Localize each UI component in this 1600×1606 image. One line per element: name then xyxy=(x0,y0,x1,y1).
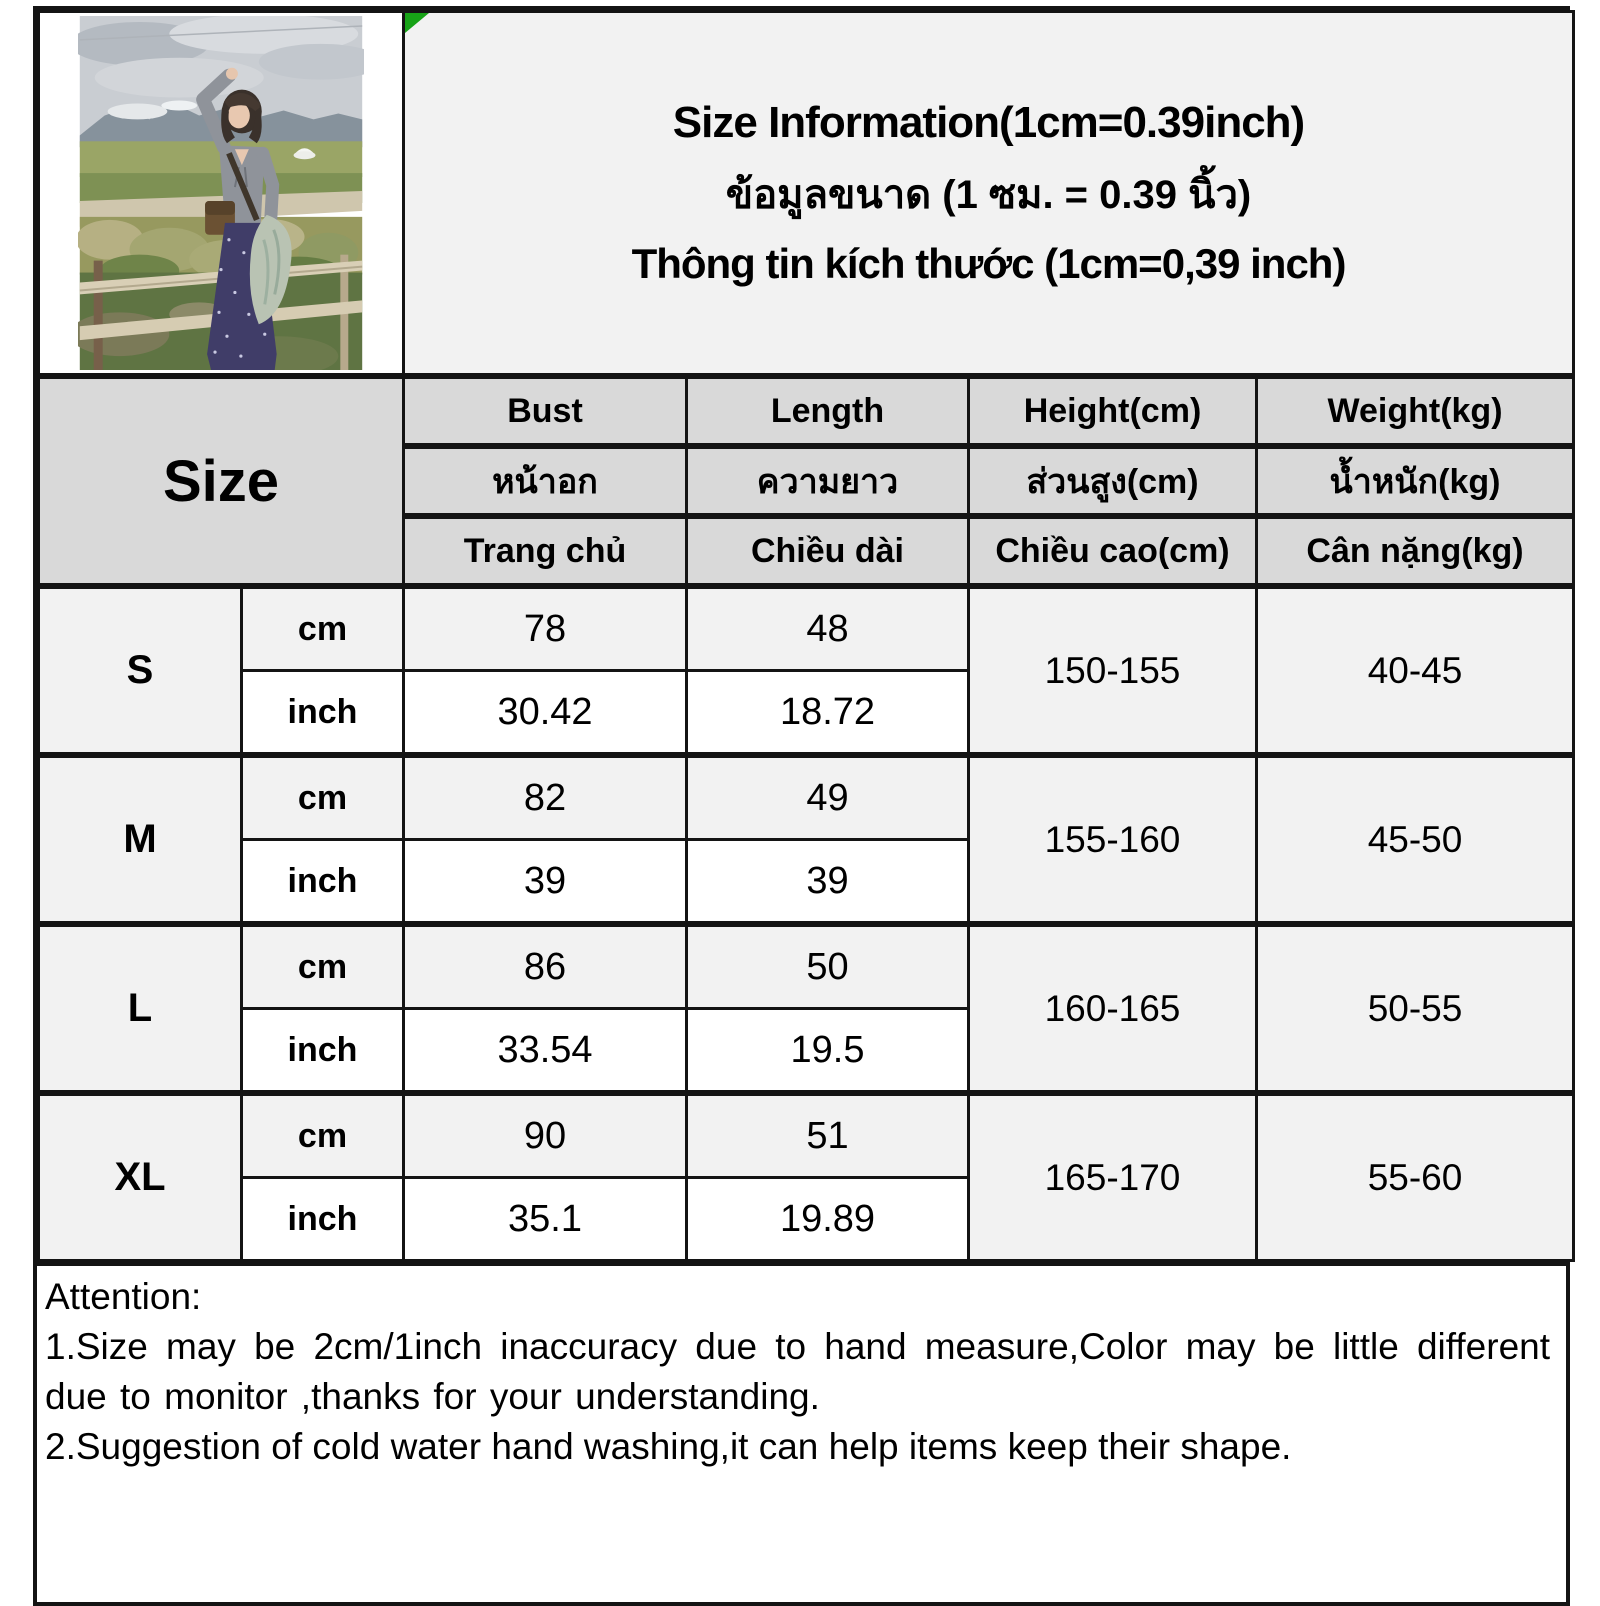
size-info-title-en: Size Information(1cm=0.39inch) xyxy=(672,98,1305,147)
height-range: 150-155 xyxy=(967,583,1258,757)
height-range: 155-160 xyxy=(967,752,1258,926)
unit-label-inch: inch xyxy=(240,1007,405,1095)
title-cell: Size Information(1cm=0.39inch) ข้อมูลขนา… xyxy=(401,10,1576,378)
bust-inch-value: 30.42 xyxy=(402,669,688,757)
table-row: inch 39 39 xyxy=(39,838,1574,926)
size-label: L xyxy=(37,921,243,1095)
table-row: M cm 82 49 155-160 45-50 xyxy=(37,752,1576,926)
col-header-bust-en: Bust xyxy=(402,373,688,448)
length-cm-value: 49 xyxy=(685,752,970,841)
col-header-bust-vi: Trang chủ xyxy=(402,513,688,588)
bust-inch-value: 35.1 xyxy=(402,1176,688,1262)
size-chart-sheet: Size Information(1cm=0.39inch) ข้อมูลขนา… xyxy=(33,6,1576,1606)
weight-range: 55-60 xyxy=(1254,1090,1576,1262)
col-header-length-en: Length xyxy=(685,373,970,448)
table-row: inch 30.42 18.72 xyxy=(39,669,1574,757)
col-header-height-en: Height(cm) xyxy=(967,373,1258,448)
size-label: XL xyxy=(37,1090,243,1262)
bust-cm-value: 90 xyxy=(402,1090,688,1179)
unit-label-cm: cm xyxy=(240,752,405,841)
bust-cm-value: 78 xyxy=(402,583,688,672)
bust-inch-value: 39 xyxy=(402,838,688,926)
length-inch-value: 18.72 xyxy=(685,669,970,757)
unit-label-cm: cm xyxy=(240,921,405,1010)
col-header-weight-th: น้ำหนัก(kg) xyxy=(1254,443,1576,518)
model-photo xyxy=(78,16,364,370)
height-range: 165-170 xyxy=(967,1090,1258,1262)
table-row: L cm 86 50 160-165 50-55 xyxy=(37,921,1576,1095)
table-row: S cm 78 48 150-155 40-45 xyxy=(37,583,1576,757)
attention-title: Attention: xyxy=(45,1276,202,1317)
comment-marker-icon xyxy=(406,14,429,33)
size-label: M xyxy=(37,752,243,926)
col-header-weight-vi: Cân nặng(kg) xyxy=(1254,513,1576,588)
unit-label-inch: inch xyxy=(240,669,405,757)
unit-label-cm: cm xyxy=(240,583,405,672)
col-header-height-vi: Chiều cao(cm) xyxy=(967,513,1258,588)
table-row: inch 35.1 19.89 xyxy=(39,1176,1574,1262)
length-inch-value: 19.5 xyxy=(685,1007,970,1095)
unit-label-inch: inch xyxy=(240,1176,405,1262)
size-label: S xyxy=(37,583,243,757)
attention-note-2: 2.Suggestion of cold water hand washing,… xyxy=(45,1426,1292,1467)
height-range: 160-165 xyxy=(967,921,1258,1095)
length-cm-value: 50 xyxy=(685,921,970,1010)
bust-inch-value: 33.54 xyxy=(402,1007,688,1095)
size-table: Size Information(1cm=0.39inch) ข้อมูลขนา… xyxy=(37,10,1576,1262)
unit-label-inch: inch xyxy=(240,838,405,926)
col-header-length-th: ความยาว xyxy=(685,443,970,518)
product-photo-cell xyxy=(37,10,405,378)
col-header-height-th: ส่วนสูง(cm) xyxy=(967,443,1258,518)
bust-cm-value: 86 xyxy=(402,921,688,1010)
length-cm-value: 51 xyxy=(685,1090,970,1179)
weight-range: 50-55 xyxy=(1254,921,1576,1095)
length-inch-value: 39 xyxy=(685,838,970,926)
bust-cm-value: 82 xyxy=(402,752,688,841)
unit-label-cm: cm xyxy=(240,1090,405,1179)
table-row: XL cm 90 51 165-170 55-60 xyxy=(37,1090,1576,1262)
length-cm-value: 48 xyxy=(685,583,970,672)
size-info-title-vi: Thông tin kích thước (1cm=0,39 inch) xyxy=(631,240,1347,287)
weight-range: 40-45 xyxy=(1254,583,1576,757)
col-header-length-vi: Chiều dài xyxy=(685,513,970,588)
table-row: inch 33.54 19.5 xyxy=(39,1007,1574,1095)
attention-note-1: 1.Size may be 2cm/1inch inaccuracy due t… xyxy=(45,1326,1550,1417)
attention-section: Attention: 1.Size may be 2cm/1inch inacc… xyxy=(37,1262,1566,1602)
size-column-header: Size xyxy=(37,373,405,588)
weight-range: 45-50 xyxy=(1254,752,1576,926)
size-info-title-th: ข้อมูลขนาด (1 ซม. = 0.39 นิ้ว) xyxy=(725,173,1252,217)
col-header-weight-en: Weight(kg) xyxy=(1254,373,1576,448)
col-header-bust-th: หน้าอก xyxy=(402,443,688,518)
length-inch-value: 19.89 xyxy=(685,1176,970,1262)
